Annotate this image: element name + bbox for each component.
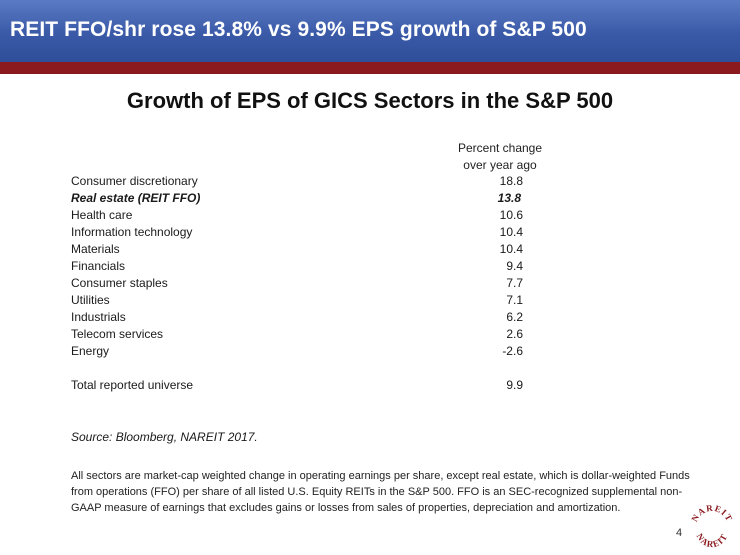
sector-value: 2.6 bbox=[506, 327, 523, 341]
sector-value: 7.1 bbox=[506, 293, 523, 307]
sector-name: Financials bbox=[71, 259, 126, 273]
sector-name: Real estate (REIT FFO) bbox=[71, 191, 201, 205]
table-row: Consumer staples 7.7 bbox=[71, 275, 531, 292]
sector-name: Consumer staples bbox=[71, 276, 168, 290]
column-header-line1: Percent change bbox=[457, 141, 543, 155]
table-row-total: Total reported universe 9.9 bbox=[71, 377, 531, 394]
header-title: REIT FFO/shr rose 13.8% vs 9.9% EPS grow… bbox=[10, 18, 587, 41]
sector-value: 18.8 bbox=[499, 174, 523, 188]
logo-text-bottom: NAREIT bbox=[694, 532, 729, 550]
footnote: All sectors are market-cap weighted chan… bbox=[71, 470, 690, 514]
table-row: Consumer discretionary 18.8 bbox=[71, 173, 531, 190]
sector-name: Industrials bbox=[71, 310, 126, 324]
page-number: 4 bbox=[676, 527, 683, 539]
sector-value: 10.4 bbox=[499, 242, 523, 256]
column-header: Percent change over year ago bbox=[440, 140, 560, 174]
table-row: Industrials 6.2 bbox=[71, 309, 531, 326]
total-name: Total reported universe bbox=[71, 378, 194, 392]
table-row: Financials 9.4 bbox=[71, 258, 531, 275]
sector-name: Utilities bbox=[71, 293, 110, 307]
table-row: Information technology 10.4 bbox=[71, 224, 531, 241]
total-value: 9.9 bbox=[506, 378, 523, 392]
table-row: Health care 10.6 bbox=[71, 207, 531, 224]
sector-value: 7.7 bbox=[506, 276, 523, 290]
table-row: Materials 10.4 bbox=[71, 241, 531, 258]
sector-value: 10.4 bbox=[499, 225, 523, 239]
table-row-highlight: Real estate (REIT FFO) 13.8 bbox=[71, 190, 531, 207]
sector-name: Health care bbox=[71, 208, 133, 222]
sector-table: Consumer discretionary 18.8 Real estate … bbox=[71, 173, 531, 394]
nareit-logo: NAREIT NAREIT bbox=[689, 505, 735, 550]
logo-text-top: NAREIT bbox=[689, 505, 735, 523]
table-row: Energy -2.6 bbox=[71, 343, 531, 360]
sector-value: 13.8 bbox=[497, 191, 521, 205]
slide-title: Growth of EPS of GICS Sectors in the S&P… bbox=[126, 88, 614, 113]
sector-value: 10.6 bbox=[499, 208, 523, 222]
table-row: Telecom services 2.6 bbox=[71, 326, 531, 343]
sector-name: Telecom services bbox=[71, 327, 164, 341]
header-rule bbox=[0, 62, 740, 74]
sector-name: Information technology bbox=[71, 225, 193, 239]
sector-value: -2.6 bbox=[502, 344, 523, 358]
table-row: Utilities 7.1 bbox=[71, 292, 531, 309]
sector-name: Consumer discretionary bbox=[71, 174, 198, 188]
column-header-line2: over year ago bbox=[463, 158, 537, 172]
table-spacer bbox=[71, 360, 531, 377]
source-note: Source: Bloomberg, NAREIT 2017. bbox=[71, 430, 258, 444]
header-bar: REIT FFO/shr rose 13.8% vs 9.9% EPS grow… bbox=[0, 0, 740, 62]
sector-value: 9.4 bbox=[506, 259, 523, 273]
sector-name: Energy bbox=[71, 344, 110, 358]
sector-value: 6.2 bbox=[506, 310, 523, 324]
sector-name: Materials bbox=[71, 242, 120, 256]
